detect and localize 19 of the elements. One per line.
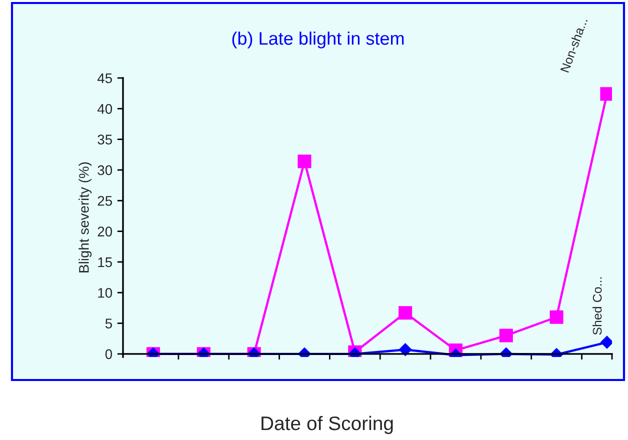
point <box>298 154 312 168</box>
text: Shed Co... <box>592 277 602 335</box>
y-axis-title: Blight severity (%) <box>78 162 92 272</box>
point <box>398 306 412 320</box>
y-tick-label: 30 <box>98 165 112 176</box>
x-axis-title: Date of Scoring <box>262 416 393 434</box>
y-tick-label: 40 <box>97 104 112 114</box>
y-tick-label: 25 <box>98 196 112 206</box>
y-tick-label: 0 <box>105 349 112 360</box>
y-tick-label: 5 <box>105 318 112 328</box>
y-tick-label: 45 <box>97 73 112 84</box>
y-tick-label: 35 <box>98 134 112 144</box>
chart-title: (b) Late blight in stem <box>232 32 404 48</box>
y-tick-label: 10 <box>98 288 112 298</box>
point <box>550 310 564 324</box>
point <box>499 328 513 342</box>
y-tick-label: 20 <box>98 226 112 236</box>
point <box>398 343 412 356</box>
y-tick-label: 15 <box>98 257 112 268</box>
